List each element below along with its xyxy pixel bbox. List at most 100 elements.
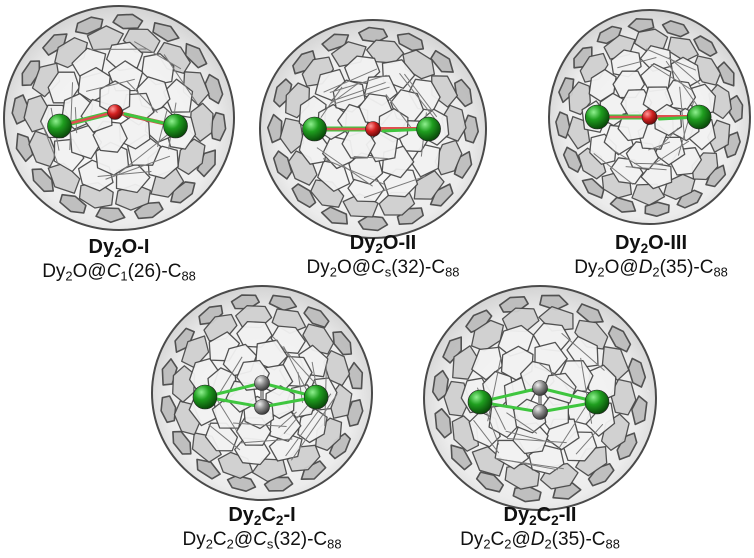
cage-edge <box>492 403 506 431</box>
cage-face <box>717 61 735 87</box>
cage-edge <box>650 64 693 91</box>
cage-edge <box>634 162 664 165</box>
cage-edge <box>334 86 390 105</box>
cage-face <box>609 196 637 213</box>
cage-face <box>99 80 131 116</box>
cage-face <box>112 13 144 30</box>
cage-face <box>452 345 480 380</box>
cage-face <box>475 471 504 493</box>
dy-atom <box>163 113 188 139</box>
cage-edge <box>133 41 182 70</box>
cage-edge <box>278 411 297 429</box>
cage-edge <box>105 155 171 180</box>
cage-faces <box>555 18 744 217</box>
cage-edge <box>679 86 686 141</box>
isomer-name: Dy2O-I <box>88 236 150 260</box>
cage-edge <box>399 73 437 121</box>
panel-label-4: Dy2C2-I Dy2C2@Cs(32)-C88 <box>148 504 376 551</box>
cage-edge <box>593 153 634 185</box>
cage-face <box>610 378 637 416</box>
cage-edge <box>648 141 671 151</box>
cage-face <box>320 206 348 225</box>
cage-face <box>160 395 177 424</box>
cage-face <box>396 32 425 52</box>
panel-label-1: Dy2O-I Dy2O@C1(26)-C88 <box>0 236 238 283</box>
carbon-atom <box>532 380 548 396</box>
cage-edge <box>353 155 389 160</box>
fullerene-cage-4 <box>151 285 373 501</box>
dy-atom <box>416 116 441 142</box>
cage-edge <box>495 458 564 470</box>
isomer-formula: Dy2O@Cs(32)-C88 <box>306 257 460 280</box>
cage-edge <box>297 372 304 403</box>
cage-face <box>358 26 389 43</box>
cage-edge <box>233 422 287 427</box>
cage-face <box>434 408 452 439</box>
isomer-formula: Dy2C2@D2(35)-C88 <box>460 529 620 552</box>
cage-face <box>627 18 655 33</box>
cage-edge <box>507 437 567 444</box>
cage-edge <box>385 94 412 129</box>
carbon-atom <box>532 404 548 420</box>
cage-edge <box>322 158 385 185</box>
cage-face <box>644 201 670 217</box>
panel-label-5: Dy2C2-II Dy2C2@D2(35)-C88 <box>418 504 662 551</box>
cage-face <box>413 170 445 200</box>
fullerene-cage-3 <box>548 9 751 225</box>
cage-face <box>465 309 493 334</box>
cage-face <box>568 81 591 116</box>
cage-faces <box>267 26 479 232</box>
cage-face <box>42 33 68 56</box>
cage-edge <box>651 140 690 166</box>
cage-edge <box>668 57 701 85</box>
cage-edge <box>69 82 74 151</box>
cage-edge <box>645 48 697 71</box>
cage-face <box>321 33 350 52</box>
cage-edge <box>323 68 378 93</box>
dy-atom <box>192 384 218 410</box>
panel-label-2: Dy2O-II Dy2O@Cs(32)-C88 <box>266 232 500 279</box>
cage-face <box>631 395 648 426</box>
dy-atom <box>302 116 327 142</box>
cage-face <box>639 45 672 72</box>
cage-face <box>607 325 632 353</box>
cage-edge <box>208 423 241 451</box>
cage-edge <box>40 121 60 167</box>
cage-face <box>454 78 473 108</box>
cage-edge <box>126 80 158 113</box>
cage-edge <box>538 363 575 391</box>
cage-face <box>588 68 617 102</box>
cage-face <box>596 25 623 45</box>
cage-face <box>95 207 126 224</box>
cage-edge <box>329 74 387 93</box>
cage-back-edges <box>40 41 198 180</box>
cage-face <box>297 408 328 444</box>
cage-edge <box>290 393 338 461</box>
cage-face <box>383 168 419 198</box>
isomer-name: Dy2O-II <box>349 232 417 256</box>
cage-face <box>226 474 257 492</box>
cage-edge <box>487 356 502 422</box>
cage-face <box>317 160 351 192</box>
cage-face <box>693 35 718 58</box>
cage-edge <box>473 419 500 454</box>
cage-face <box>15 132 34 163</box>
cage-face <box>59 193 87 214</box>
cage-edge <box>580 357 593 424</box>
isomer-name: Dy2C2-II <box>503 504 577 528</box>
cage-face <box>267 113 283 144</box>
cage-edge <box>320 86 343 118</box>
carbon-atom <box>254 399 270 415</box>
cage-face <box>471 446 506 477</box>
cage-face <box>152 21 180 43</box>
cage-face <box>365 129 399 163</box>
cage-edge <box>611 148 644 169</box>
isomer-name: Dy2C2-I <box>228 504 296 528</box>
dy-atom <box>584 104 610 130</box>
cage-face <box>31 62 61 98</box>
cage-face <box>74 16 104 35</box>
dy-atom <box>467 389 493 415</box>
cage-face <box>555 111 571 139</box>
cage-edge <box>239 438 293 444</box>
cage-face <box>184 42 208 69</box>
